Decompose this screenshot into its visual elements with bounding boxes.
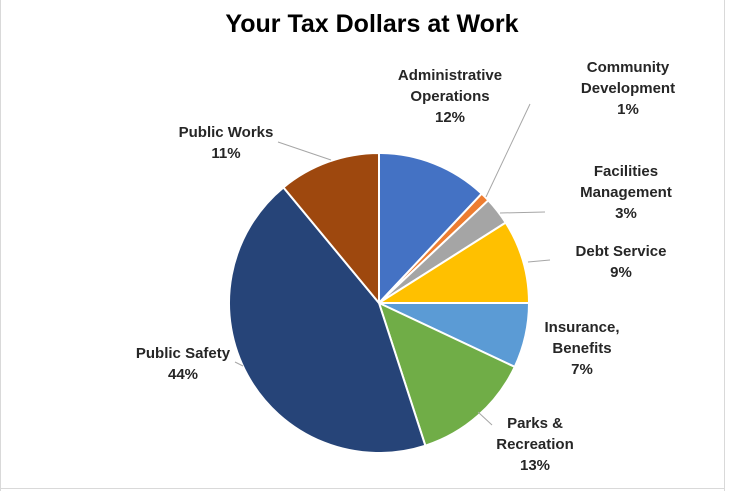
data-label-public-works: Public Works 11% xyxy=(179,124,274,162)
data-label-community-development: Community Development 1% xyxy=(581,59,675,118)
data-label-debt-service: Debt Service 9% xyxy=(576,243,667,281)
frame-right-border xyxy=(724,0,725,491)
data-label-administrative-operations: Administrative Operations 12% xyxy=(398,67,502,126)
data-label-value: 3% xyxy=(615,205,637,222)
data-label-value: 9% xyxy=(610,264,632,281)
data-label-public-safety: Public Safety 44% xyxy=(136,345,231,383)
pie-slices xyxy=(227,151,531,454)
data-label-value: 1% xyxy=(617,101,639,118)
leader-lines xyxy=(234,103,551,426)
pie-slice-debt-service xyxy=(375,221,531,304)
chart-title: Your Tax Dollars at Work xyxy=(225,10,519,38)
data-label-category: Public Works xyxy=(179,124,274,141)
frame-left-border xyxy=(0,0,1,491)
data-label-value: 13% xyxy=(520,457,550,474)
data-label-category: Administrative xyxy=(398,67,502,84)
data-labels: Administrative Operations 12% Community Deve… xyxy=(136,59,675,474)
data-label-insurance-benefits: Insurance, Benefits 7% xyxy=(544,319,619,378)
frame-bottom-border xyxy=(0,488,725,489)
leader-line-debt-service xyxy=(527,259,551,263)
leader-line-public-safety xyxy=(234,361,244,367)
data-label-category: Facilities xyxy=(594,163,658,180)
data-label-value: 44% xyxy=(168,366,198,383)
leader-line-parks-recreation xyxy=(477,411,493,426)
pie-slice-parks-recreation xyxy=(377,301,517,447)
pie-slice-administrative-operations xyxy=(378,151,484,306)
leader-line-community-development xyxy=(485,103,531,198)
data-label-parks-recreation: Parks & Recreation 13% xyxy=(496,415,574,474)
data-label-category: Debt Service xyxy=(576,243,667,260)
data-label-category: Insurance, xyxy=(544,319,619,336)
data-label-value: 12% xyxy=(435,109,465,126)
data-label-value: 11% xyxy=(211,145,240,162)
data-label-category: Parks & xyxy=(507,415,563,432)
data-label-value: 7% xyxy=(571,361,593,378)
data-label-category: Management xyxy=(580,184,672,201)
data-label-category: Recreation xyxy=(496,436,574,453)
pie-slice-public-safety xyxy=(227,186,427,454)
leader-line-facilities-management xyxy=(499,211,546,214)
leader-line-public-works xyxy=(277,141,332,161)
data-label-category: Public Safety xyxy=(136,345,231,362)
data-label-category: Development xyxy=(581,80,675,97)
pie-slice-public-works xyxy=(281,151,380,306)
data-label-facilities-management: Facilities Management 3% xyxy=(580,163,672,222)
data-label-category: Operations xyxy=(410,88,489,105)
data-label-category: Benefits xyxy=(552,340,611,357)
data-label-category: Community xyxy=(587,59,670,76)
